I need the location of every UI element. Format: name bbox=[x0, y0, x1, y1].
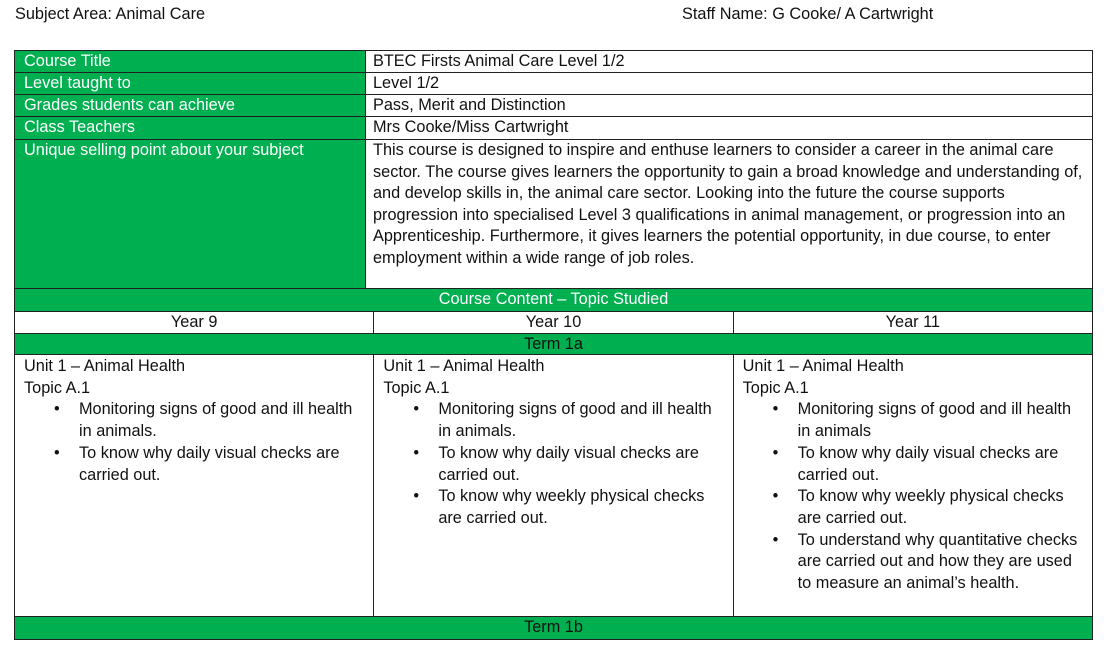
unit-title: Unit 1 – Animal Health bbox=[24, 357, 186, 375]
detail-label: Grades students can achieve bbox=[15, 95, 366, 116]
term-label: Term 1b bbox=[15, 617, 1092, 639]
year-header: Year 10 bbox=[374, 312, 734, 333]
topic-label: Topic A.1 bbox=[383, 378, 450, 397]
objective-item: To know why weekly physical checks are c… bbox=[383, 486, 724, 529]
unit-title: Unit 1 – Animal Health bbox=[383, 357, 545, 375]
objective-item: Monitoring signs of good and ill health … bbox=[24, 399, 365, 442]
detail-label: Unique selling point about your subject bbox=[15, 140, 366, 288]
detail-label: Course Title bbox=[15, 51, 366, 72]
detail-row: Level taught to Level 1/2 bbox=[15, 73, 1092, 95]
topic-label: Topic A.1 bbox=[742, 378, 809, 397]
topic-cell: Unit 1 – Animal Health Topic A.1 Monitorin… bbox=[734, 355, 1092, 616]
objective-item: To know why daily visual checks are carr… bbox=[24, 443, 365, 486]
detail-row: Course Title BTEC Firsts Animal Care Lev… bbox=[15, 51, 1092, 73]
topic-label: Topic A.1 bbox=[24, 378, 91, 397]
detail-label: Level taught to bbox=[15, 73, 366, 94]
term-row: Term 1b bbox=[15, 617, 1092, 639]
topic-cell: Unit 1 – Animal Health Topic A.1 Monitorin… bbox=[15, 355, 375, 616]
subject-area: Subject Area: Animal Care bbox=[15, 5, 206, 23]
objective-list: Monitoring signs of good and ill health … bbox=[24, 399, 365, 486]
objective-item: To understand why quantitative checks ar… bbox=[743, 530, 1084, 595]
content-heading: Course Content – Topic Studied bbox=[15, 289, 1092, 311]
objective-item: To know why daily visual checks are carr… bbox=[743, 443, 1084, 486]
year-header: Year 11 bbox=[885, 313, 940, 331]
objective-list: Monitoring signs of good and ill health … bbox=[383, 399, 724, 529]
objective-list: Monitoring signs of good and ill health … bbox=[743, 399, 1084, 594]
year-header: Year 9 bbox=[15, 312, 375, 333]
unit-title: Unit 1 – Animal Health bbox=[742, 357, 904, 375]
detail-row: Unique selling point about your subject … bbox=[15, 140, 1092, 289]
detail-value: Level 1/2 bbox=[373, 74, 440, 92]
detail-value: BTEC Firsts Animal Care Level 1/2 bbox=[373, 52, 625, 70]
objective-item: To know why daily visual checks are carr… bbox=[383, 443, 724, 486]
objective-item: To know why weekly physical checks are c… bbox=[743, 486, 1084, 529]
detail-label: Class Teachers bbox=[15, 117, 366, 139]
staff-name: Staff Name: G Cooke/ A Cartwright bbox=[682, 5, 934, 23]
course-table: Course Title BTEC Firsts Animal Care Lev… bbox=[14, 50, 1093, 640]
objective-item: Monitoring signs of good and ill health … bbox=[383, 399, 724, 442]
detail-row: Grades students can achieve Pass, Merit … bbox=[15, 95, 1092, 117]
year-header-row: Year 9 Year 10 Year 11 bbox=[15, 312, 1092, 334]
term-label: Term 1a bbox=[15, 334, 1092, 354]
term-row: Term 1a bbox=[15, 334, 1092, 355]
topic-cell: Unit 1 – Animal Health Topic A.1 Monitorin… bbox=[374, 355, 734, 616]
detail-value: Pass, Merit and Distinction bbox=[373, 96, 566, 114]
content-heading-row: Course Content – Topic Studied bbox=[15, 289, 1092, 312]
term-content-row: Unit 1 – Animal Health Topic A.1 Monitorin… bbox=[15, 355, 1092, 617]
detail-value: Mrs Cooke/Miss Cartwright bbox=[373, 118, 569, 136]
detail-value: This course is designed to inspire and e… bbox=[373, 141, 1083, 267]
objective-item: Monitoring signs of good and ill health … bbox=[743, 399, 1084, 442]
detail-row: Class Teachers Mrs Cooke/Miss Cartwright bbox=[15, 117, 1092, 140]
